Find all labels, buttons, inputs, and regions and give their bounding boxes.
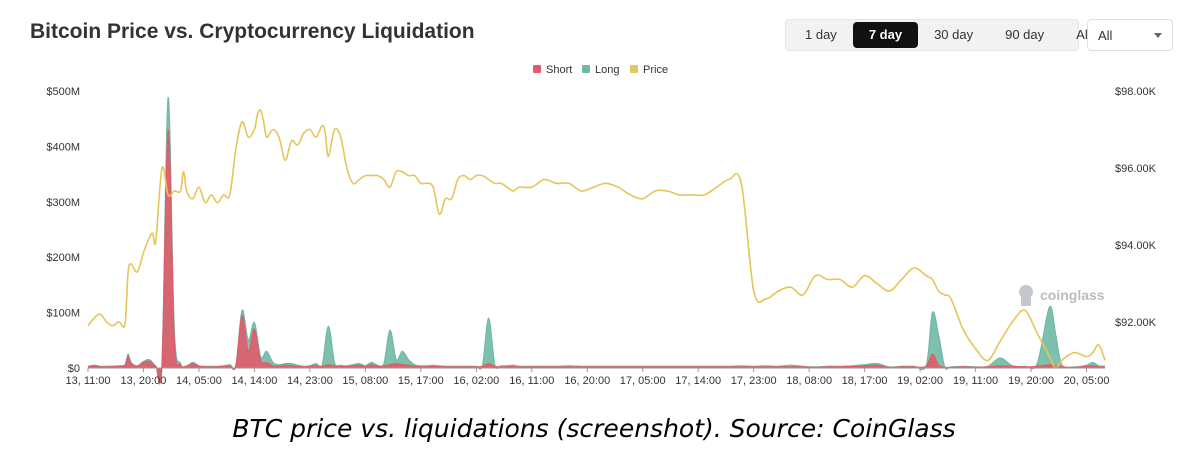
y-axis-right: $92.00K $94.00K $96.00K $98.00K: [1115, 86, 1157, 329]
x-tick-label: 16, 02:00: [453, 375, 499, 387]
tab-30-day[interactable]: 30 day: [934, 27, 974, 42]
x-tick-label: 14, 14:00: [231, 375, 277, 387]
coin-select-value: All: [1098, 27, 1113, 43]
watermark-text: coinglass: [1040, 287, 1105, 303]
tab-all[interactable]: All: [1076, 27, 1091, 42]
x-axis: 13, 11:00 13, 20:00 14, 05:00 14, 14:00 14, …: [65, 368, 1109, 387]
x-tick-label: 19, 11:00: [953, 375, 998, 387]
y-left-tick-label: $300M: [46, 197, 80, 209]
chevron-down-icon: [1154, 32, 1162, 38]
x-tick-label: 16, 11:00: [509, 375, 554, 387]
x-tick-label: 18, 17:00: [842, 375, 888, 387]
x-tick-label: 13, 20:00: [121, 375, 167, 387]
liquidation-price-chart: Short Long Price $0 $100M $200M $300M $400M $50…: [46, 64, 1157, 387]
short-series-area: [88, 129, 1105, 383]
x-tick-label: 14, 23:00: [287, 375, 333, 387]
short-series-line: [87, 129, 1106, 384]
y-right-tick-label: $94.00K: [1115, 240, 1157, 252]
legend-label-long: Long: [595, 64, 619, 76]
page-title: Bitcoin Price vs. Cryptocurrency Liquida…: [30, 20, 475, 43]
time-range-tabs: 1 day 7 day 30 day 90 day All: [785, 19, 1091, 51]
tab-1-day[interactable]: 1 day: [805, 27, 837, 42]
x-tick-label: 16, 20:00: [564, 375, 610, 387]
x-tick-label: 15, 17:00: [398, 375, 444, 387]
legend-label-short: Short: [546, 64, 572, 76]
tab-90-day[interactable]: 90 day: [1005, 27, 1045, 42]
coinglass-logo-icon: [1019, 285, 1033, 306]
plot-series: [87, 96, 1106, 385]
x-tick-label: 13, 11:00: [65, 375, 110, 387]
x-tick-label: 18, 08:00: [786, 375, 832, 387]
watermark: coinglass: [1019, 285, 1105, 306]
figure-caption: BTC price vs. liquidations (screenshot).…: [232, 414, 956, 443]
legend-swatch-short: [533, 65, 541, 73]
y-axis-left: $0 $100M $200M $300M $400M $500M: [46, 86, 80, 375]
x-tick-label: 20, 05:00: [1064, 375, 1110, 387]
y-left-tick-label: $200M: [46, 252, 80, 264]
x-tick-label: 14, 05:00: [176, 375, 222, 387]
y-right-tick-label: $98.00K: [1115, 86, 1157, 98]
y-left-tick-label: $0: [68, 363, 80, 375]
x-tick-label: 19, 20:00: [1008, 375, 1054, 387]
x-tick-label: 17, 23:00: [731, 375, 777, 387]
x-tick-label: 17, 05:00: [620, 375, 666, 387]
coin-select-dropdown[interactable]: All: [1087, 19, 1173, 51]
y-right-tick-label: $96.00K: [1115, 163, 1157, 175]
chart-legend: Short Long Price: [533, 64, 668, 76]
legend-swatch-long: [582, 65, 590, 73]
x-tick-label: 17, 14:00: [675, 375, 721, 387]
y-left-tick-label: $400M: [46, 141, 80, 153]
x-tick-label: 19, 02:00: [897, 375, 943, 387]
x-tick-label: 15, 08:00: [342, 375, 388, 387]
legend-swatch-price: [630, 65, 638, 73]
tab-7-day[interactable]: 7 day: [852, 22, 919, 48]
y-right-tick-label: $92.00K: [1115, 317, 1157, 329]
y-left-tick-label: $500M: [46, 86, 80, 98]
price-series-line: [87, 109, 1106, 369]
y-left-tick-label: $100M: [46, 308, 80, 320]
legend-label-price: Price: [643, 64, 668, 76]
